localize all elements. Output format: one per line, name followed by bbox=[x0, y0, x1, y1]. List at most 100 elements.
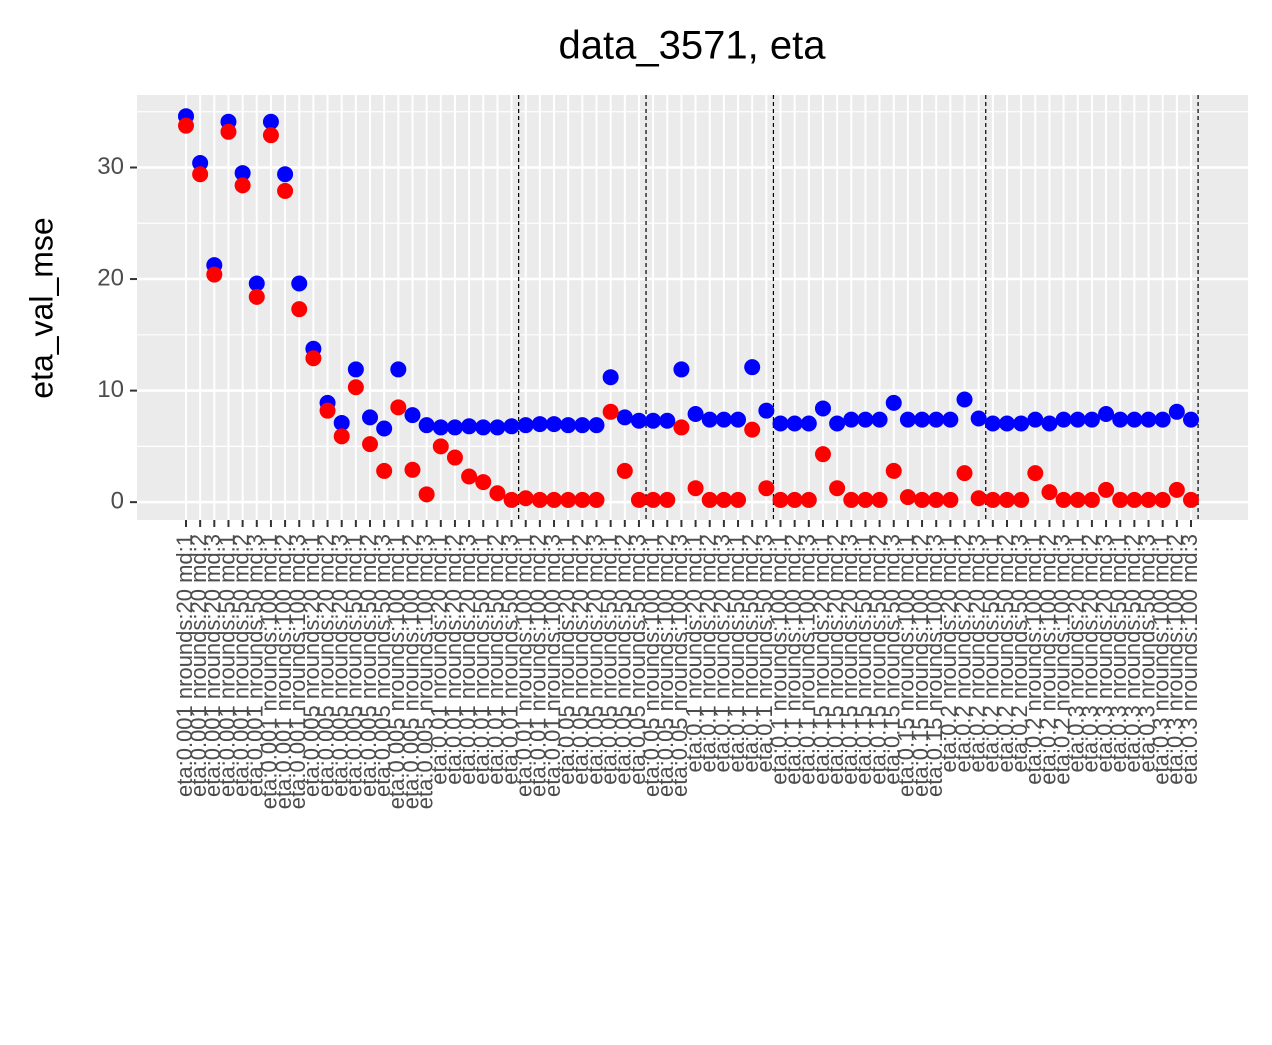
point bbox=[1183, 411, 1199, 428]
x-tick-label: eta:0.01 nrounds:50 md:3 bbox=[497, 534, 522, 785]
point bbox=[602, 369, 619, 386]
point bbox=[1055, 411, 1072, 428]
x-tick-label: eta:0.005 nrounds:50 md:3 bbox=[370, 534, 395, 797]
point bbox=[956, 465, 973, 482]
x-tick-label: eta:0.3 nrounds:100 md:1 bbox=[1149, 534, 1174, 785]
point bbox=[588, 417, 605, 434]
point bbox=[1183, 491, 1199, 508]
point bbox=[1013, 491, 1030, 508]
x-tick-label: eta:0.3 nrounds:100 md:3 bbox=[1177, 534, 1202, 785]
x-tick-label: eta:0.1 nrounds:100 md:1 bbox=[766, 534, 791, 785]
x-tick-label: eta:0.15 nrounds:100 md:3 bbox=[922, 534, 947, 797]
point bbox=[970, 490, 987, 507]
point bbox=[687, 480, 704, 497]
point bbox=[319, 402, 336, 419]
point bbox=[914, 491, 931, 508]
point bbox=[857, 491, 874, 508]
point bbox=[192, 155, 209, 172]
point bbox=[744, 359, 761, 376]
x-tick-label: eta:0.005 nrounds:100 md:1 bbox=[384, 534, 409, 809]
x-tick-label: eta:0.01 nrounds:100 md:2 bbox=[526, 534, 551, 797]
point bbox=[376, 420, 393, 437]
x-tick-label: eta:0.3 nrounds:100 md:2 bbox=[1163, 534, 1188, 785]
point bbox=[574, 491, 591, 508]
x-tick-label: eta:0.01 nrounds:50 md:1 bbox=[469, 534, 494, 785]
point bbox=[659, 491, 676, 508]
x-tick-label: eta:0.3 nrounds:50 md:3 bbox=[1134, 534, 1159, 773]
x-tick-label: eta:0.2 nrounds:50 md:2 bbox=[993, 534, 1018, 773]
point bbox=[1098, 481, 1115, 498]
x-tick-label: eta:0.001 nrounds:100 md:3 bbox=[285, 534, 310, 809]
point bbox=[1112, 491, 1129, 508]
point bbox=[475, 474, 492, 491]
point bbox=[446, 419, 463, 436]
x-tick-label: eta:0.001 nrounds:20 md:1 bbox=[172, 534, 197, 797]
point bbox=[1083, 491, 1100, 508]
point bbox=[531, 491, 548, 508]
point bbox=[277, 166, 294, 183]
x-tick-label: eta:0.001 nrounds:50 md:1 bbox=[214, 534, 239, 797]
point bbox=[560, 491, 577, 508]
point bbox=[730, 411, 747, 428]
x-tick-label: eta:0.05 nrounds:50 md:1 bbox=[596, 534, 621, 785]
x-tick-label: eta:0.15 nrounds:50 md:1 bbox=[851, 534, 876, 785]
point bbox=[1112, 411, 1129, 428]
y-tick-label: 20 bbox=[97, 264, 124, 291]
y-tick-label: 30 bbox=[97, 153, 124, 180]
point bbox=[1154, 491, 1171, 508]
point bbox=[489, 485, 506, 502]
point bbox=[857, 411, 874, 428]
x-tick-label: eta:0.05 nrounds:20 md:2 bbox=[568, 534, 593, 785]
x-tick-label: eta:0.01 nrounds:20 md:1 bbox=[427, 534, 452, 785]
point bbox=[546, 416, 563, 433]
x-tick-label: eta:0.2 nrounds:50 md:1 bbox=[979, 534, 1004, 773]
point bbox=[914, 411, 931, 428]
point bbox=[291, 301, 308, 318]
point bbox=[984, 491, 1001, 508]
point bbox=[1027, 465, 1044, 482]
x-tick-label: eta:0.01 nrounds:20 md:3 bbox=[455, 534, 480, 785]
x-tick-label: eta:0.2 nrounds:20 md:2 bbox=[950, 534, 975, 773]
point bbox=[446, 449, 463, 466]
point bbox=[701, 491, 718, 508]
x-tick-label: eta:0.01 nrounds:50 md:2 bbox=[483, 534, 508, 785]
point bbox=[333, 414, 350, 431]
point bbox=[1168, 481, 1185, 498]
x-tick-label: eta:0.005 nrounds:50 md:1 bbox=[342, 534, 367, 797]
point bbox=[800, 491, 817, 508]
point bbox=[1041, 484, 1058, 501]
x-tick-label: eta:0.1 nrounds:100 md:3 bbox=[795, 534, 820, 785]
point bbox=[829, 480, 846, 497]
point bbox=[758, 480, 775, 497]
point bbox=[772, 415, 789, 432]
point bbox=[1069, 491, 1086, 508]
point bbox=[432, 438, 449, 455]
point bbox=[262, 113, 279, 130]
x-tick-label: eta:0.005 nrounds:20 md:3 bbox=[328, 534, 353, 797]
x-tick-label: eta:0.01 nrounds:100 md:1 bbox=[512, 534, 537, 797]
x-tick-label: eta:0.2 nrounds:100 md:3 bbox=[1049, 534, 1074, 785]
point bbox=[998, 415, 1015, 432]
point bbox=[418, 486, 435, 503]
point bbox=[616, 409, 633, 426]
point bbox=[362, 436, 379, 453]
point bbox=[1140, 411, 1157, 428]
point bbox=[942, 491, 959, 508]
point bbox=[546, 491, 563, 508]
point bbox=[178, 117, 194, 134]
point bbox=[645, 412, 662, 429]
x-tick-label: eta:0.2 nrounds:100 md:1 bbox=[1021, 534, 1046, 785]
point bbox=[517, 417, 534, 434]
point bbox=[588, 491, 605, 508]
point bbox=[206, 266, 223, 283]
x-tick-label: eta:0.3 nrounds:50 md:2 bbox=[1120, 534, 1145, 773]
point bbox=[1098, 406, 1115, 423]
x-tick-label: eta:0.05 nrounds:100 md:2 bbox=[653, 534, 678, 797]
point bbox=[531, 416, 548, 433]
point bbox=[1083, 411, 1100, 428]
point bbox=[659, 412, 676, 429]
x-tick-label: eta:0.001 nrounds:20 md:3 bbox=[200, 534, 225, 797]
point bbox=[432, 419, 449, 436]
x-tick-label: eta:0.005 nrounds:100 md:2 bbox=[398, 534, 423, 809]
